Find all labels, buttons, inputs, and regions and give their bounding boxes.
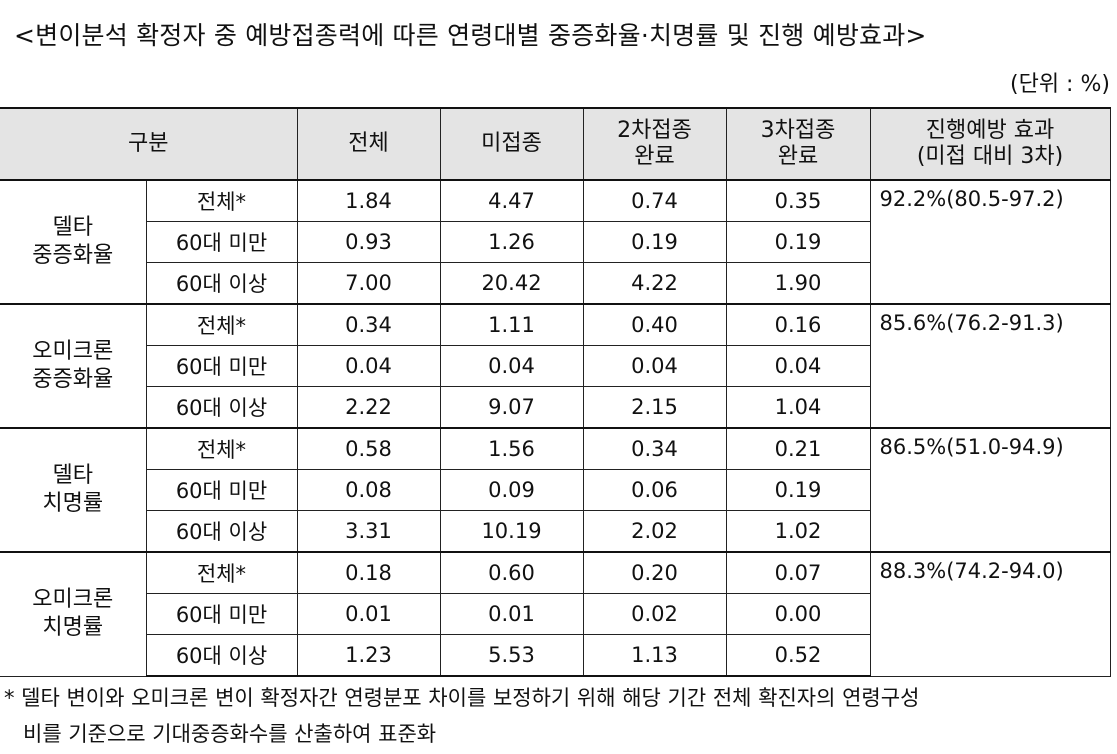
value-cell: 4.22 <box>582 262 727 305</box>
age-cell: 60대 미만 <box>146 221 298 263</box>
value-cell: 2.22 <box>296 386 441 429</box>
value-cell: 0.18 <box>296 551 441 594</box>
header-category: 구분 <box>0 107 298 181</box>
group-label: 오미크론 치명률 <box>0 551 147 677</box>
value-cell: 3.31 <box>296 510 441 553</box>
value-cell: 1.13 <box>582 634 727 677</box>
value-cell: 0.08 <box>296 469 441 511</box>
age-cell: 전체* <box>145 427 298 470</box>
effect-cell: 92.2%(80.5-97.2) <box>869 179 1111 305</box>
age-cell: 60대 미만 <box>146 593 298 635</box>
value-cell: 0.60 <box>439 551 584 594</box>
value-cell: 1.04 <box>725 386 871 429</box>
value-cell: 0.16 <box>725 303 871 346</box>
value-cell: 1.02 <box>725 510 871 553</box>
value-cell: 10.19 <box>439 510 584 553</box>
value-cell: 5.53 <box>439 634 584 677</box>
header-unvaccinated: 미접종 <box>439 107 584 181</box>
value-cell: 0.01 <box>296 593 441 635</box>
value-cell: 2.02 <box>582 510 727 553</box>
value-cell: 0.20 <box>582 551 727 594</box>
value-cell: 0.58 <box>296 427 441 470</box>
value-cell: 0.93 <box>296 221 441 263</box>
value-cell: 2.15 <box>582 386 727 429</box>
value-cell: 0.04 <box>296 345 441 387</box>
value-cell: 0.02 <box>582 593 727 635</box>
value-cell: 0.00 <box>725 593 871 635</box>
age-cell: 전체* <box>145 179 298 222</box>
effect-cell: 85.6%(76.2-91.3) <box>869 303 1111 429</box>
table-row: 델타 치명률 전체* 0.58 1.56 0.34 0.21 86.5%(51.0… <box>0 427 1111 553</box>
age-cell: 60대 미만 <box>146 469 298 511</box>
age-cell: 60대 이상 <box>146 386 298 429</box>
age-cell: 전체* <box>145 303 298 346</box>
value-cell: 0.74 <box>582 179 727 222</box>
group-label: 델타 치명률 <box>0 427 147 553</box>
value-cell: 0.04 <box>725 345 871 387</box>
age-cell: 60대 이상 <box>146 510 298 553</box>
value-cell: 1.11 <box>439 303 584 346</box>
age-cell: 60대 이상 <box>146 262 298 305</box>
value-cell: 1.56 <box>439 427 584 470</box>
age-cell: 60대 미만 <box>146 345 298 387</box>
table-row: 60대 이상 2.22 9.07 2.15 1.04 <box>0 386 1110 429</box>
value-cell: 1.84 <box>296 179 441 222</box>
value-cell: 20.42 <box>439 262 584 305</box>
value-cell: 1.26 <box>439 221 584 263</box>
value-cell: 7.00 <box>296 262 441 305</box>
value-cell: 0.01 <box>439 593 584 635</box>
header-dose3: 3차접종 완료 <box>725 107 871 181</box>
table-row: 60대 미만 0.93 1.26 0.19 0.19 <box>0 221 1110 263</box>
value-cell: 0.34 <box>582 427 727 470</box>
footnote-line-1: * 델타 변이와 오미크론 변이 확정자간 연령분포 차이를 보정하기 위해 해… <box>4 686 920 710</box>
value-cell: 0.19 <box>725 221 871 263</box>
footnote-line-2: 비를 기준으로 기대중증화수를 산출하여 표준화 <box>23 722 437 746</box>
table-row: 오미크론 중증화율 전체* 0.34 1.11 0.40 0.16 85.6%(7… <box>0 303 1111 429</box>
table-title: <변이분석 확정자 중 예방접종력에 따른 연령대별 중증화율·치명률 및 진행… <box>14 21 927 50</box>
table-row: 60대 이상 1.23 5.53 1.13 0.52 <box>0 634 1110 677</box>
table-row: 오미크론 치명률 전체* 0.18 0.60 0.20 0.07 88.3%(74… <box>0 551 1111 677</box>
value-cell: 0.07 <box>725 551 871 594</box>
data-table: 구분 전체 미접종 2차접종 완료 3차접종 완료 진행예방 효과 (미접 대비 3차… <box>0 107 1111 677</box>
value-cell: 0.19 <box>725 469 871 511</box>
group-label: 오미크론 중증화율 <box>0 303 147 429</box>
table-row: 60대 미만 0.01 0.01 0.02 0.00 <box>0 593 1110 635</box>
value-cell: 9.07 <box>439 386 584 429</box>
value-cell: 0.19 <box>582 221 727 263</box>
header-dose2: 2차접종 완료 <box>582 107 727 181</box>
group-label: 델타 중증화율 <box>0 179 147 305</box>
value-cell: 0.34 <box>296 303 441 346</box>
value-cell: 0.06 <box>582 469 727 511</box>
table-row: 60대 미만 0.08 0.09 0.06 0.19 <box>0 469 1110 511</box>
value-cell: 0.04 <box>439 345 584 387</box>
age-cell: 전체* <box>145 551 298 594</box>
table-row: 60대 이상 3.31 10.19 2.02 1.02 <box>0 510 1110 553</box>
value-cell: 4.47 <box>439 179 584 222</box>
value-cell: 0.09 <box>439 469 584 511</box>
effect-cell: 86.5%(51.0-94.9) <box>869 427 1111 553</box>
header-effect: 진행예방 효과 (미접 대비 3차) <box>869 107 1111 181</box>
unit-label: (단위 : %) <box>1010 72 1110 97</box>
value-cell: 1.90 <box>725 262 871 305</box>
table-row: 60대 미만 0.04 0.04 0.04 0.04 <box>0 345 1110 387</box>
effect-cell: 88.3%(74.2-94.0) <box>869 551 1111 677</box>
table-row: 60대 이상 7.00 20.42 4.22 1.90 <box>0 262 1110 305</box>
value-cell: 0.21 <box>725 427 871 470</box>
header-row: 구분 전체 미접종 2차접종 완료 3차접종 완료 진행예방 효과 (미접 대비 3차… <box>0 107 1111 181</box>
value-cell: 0.52 <box>725 634 871 677</box>
value-cell: 1.23 <box>296 634 441 677</box>
table-row: 델타 중증화율 전체* 1.84 4.47 0.74 0.35 92.2%(80.… <box>0 179 1111 305</box>
value-cell: 0.04 <box>582 345 727 387</box>
footnote: * 델타 변이와 오미크론 변이 확정자간 연령분포 차이를 보정하기 위해 해… <box>4 680 1117 752</box>
age-cell: 60대 이상 <box>146 634 298 677</box>
value-cell: 0.35 <box>725 179 871 222</box>
header-total: 전체 <box>296 107 441 181</box>
value-cell: 0.40 <box>582 303 727 346</box>
